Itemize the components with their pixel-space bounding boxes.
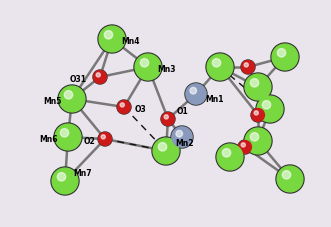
Circle shape xyxy=(251,109,265,122)
Circle shape xyxy=(206,54,234,82)
Circle shape xyxy=(158,143,167,151)
Text: Mn3: Mn3 xyxy=(157,65,175,74)
Circle shape xyxy=(185,84,207,106)
Text: O2: O2 xyxy=(83,137,95,146)
Circle shape xyxy=(60,129,69,137)
Text: O3: O3 xyxy=(134,105,146,114)
Circle shape xyxy=(262,101,271,109)
Circle shape xyxy=(239,141,252,154)
Circle shape xyxy=(94,71,107,84)
Text: O31: O31 xyxy=(70,75,86,84)
Circle shape xyxy=(217,144,243,170)
Circle shape xyxy=(58,86,86,114)
Circle shape xyxy=(241,143,245,147)
Circle shape xyxy=(152,137,180,165)
Circle shape xyxy=(245,75,271,100)
Circle shape xyxy=(134,54,162,82)
Circle shape xyxy=(162,113,174,126)
Circle shape xyxy=(64,91,73,100)
Circle shape xyxy=(190,88,197,95)
Text: Mn5: Mn5 xyxy=(43,97,61,106)
Circle shape xyxy=(250,133,259,141)
Circle shape xyxy=(98,26,126,54)
Circle shape xyxy=(120,103,124,108)
Circle shape xyxy=(140,59,149,68)
Circle shape xyxy=(277,166,303,192)
Circle shape xyxy=(98,132,112,146)
Text: O1: O1 xyxy=(176,107,188,116)
Circle shape xyxy=(250,79,259,88)
Circle shape xyxy=(99,27,125,53)
Circle shape xyxy=(57,173,66,181)
Circle shape xyxy=(271,44,299,72)
Circle shape xyxy=(216,143,244,171)
Text: Mn6: Mn6 xyxy=(39,135,57,144)
Circle shape xyxy=(276,165,304,193)
Circle shape xyxy=(282,171,291,179)
Circle shape xyxy=(52,168,78,194)
Circle shape xyxy=(277,49,286,58)
Circle shape xyxy=(176,131,183,137)
Circle shape xyxy=(54,123,82,151)
Text: Mn2: Mn2 xyxy=(175,139,193,148)
Circle shape xyxy=(222,149,231,157)
Circle shape xyxy=(256,96,284,123)
Circle shape xyxy=(244,64,248,68)
Circle shape xyxy=(99,133,112,146)
Circle shape xyxy=(117,101,131,114)
Text: Mn1: Mn1 xyxy=(205,94,223,103)
Circle shape xyxy=(186,84,206,105)
Circle shape xyxy=(104,32,113,40)
Circle shape xyxy=(212,59,221,68)
Circle shape xyxy=(93,71,107,85)
Circle shape xyxy=(244,127,272,155)
Circle shape xyxy=(171,126,193,148)
Circle shape xyxy=(241,61,255,75)
Circle shape xyxy=(207,55,233,81)
Circle shape xyxy=(118,101,130,114)
Text: Mn4: Mn4 xyxy=(121,37,139,46)
Circle shape xyxy=(161,113,175,126)
Circle shape xyxy=(101,135,105,139)
Circle shape xyxy=(254,111,259,116)
Circle shape xyxy=(238,140,252,154)
Circle shape xyxy=(257,97,283,122)
Circle shape xyxy=(172,127,192,148)
Circle shape xyxy=(245,128,271,154)
Circle shape xyxy=(59,87,85,112)
Text: Mn7: Mn7 xyxy=(74,169,92,178)
Circle shape xyxy=(272,45,298,71)
Circle shape xyxy=(55,125,81,150)
Circle shape xyxy=(51,167,79,195)
Circle shape xyxy=(244,74,272,101)
Circle shape xyxy=(242,61,255,74)
Circle shape xyxy=(135,55,161,81)
Circle shape xyxy=(153,138,179,164)
Circle shape xyxy=(164,115,168,119)
Circle shape xyxy=(96,74,100,78)
Circle shape xyxy=(252,109,264,122)
